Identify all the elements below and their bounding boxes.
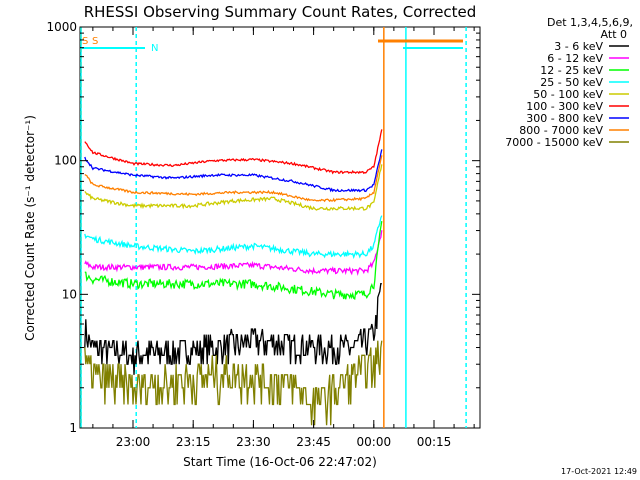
flag-label-0: S — [82, 36, 88, 47]
x-tick-label: 23:00 — [116, 435, 151, 449]
legend-label: 800 - 7000 keV — [519, 124, 603, 137]
legend-label: 50 - 100 keV — [533, 88, 603, 101]
series-50-100keV-line — [84, 164, 383, 212]
y-tick-label: 1000 — [46, 20, 77, 34]
x-tick-label: 00:15 — [417, 435, 452, 449]
flag-label-1: N — [151, 43, 158, 54]
series-800-7000keV-line — [84, 155, 383, 203]
series-100-300keV-line — [84, 129, 383, 175]
series-12-25keV-line — [84, 220, 383, 301]
legend-label: 100 - 300 keV — [526, 100, 603, 113]
plot-timestamp: 17-Oct-2021 12:49 — [561, 467, 637, 476]
legend-label: 3 - 6 keV — [554, 40, 603, 53]
series-7000-15000keV-line — [84, 340, 383, 426]
flag-label-2: S — [92, 36, 98, 47]
plot-area: SNS — [79, 26, 481, 429]
series-3-6keV-line — [84, 283, 382, 375]
x-tick-label: 23:15 — [176, 435, 211, 449]
legend-label: 300 - 800 keV — [526, 112, 603, 125]
x-tick-label: 23:45 — [296, 435, 331, 449]
legend-label: 6 - 12 keV — [547, 52, 603, 65]
legend-label: 7000 - 15000 keV — [505, 136, 603, 149]
x-axis-title: Start Time (16-Oct-06 22:47:02) — [183, 455, 377, 469]
legend-label: 25 - 50 keV — [540, 76, 603, 89]
axis-ticks: 1 10 100 1000 23:00 23:15 23:30 23:45 00:00 00:15 — [46, 20, 480, 449]
legend-label: 12 - 25 keV — [540, 64, 603, 77]
series-300-800keV-line — [84, 149, 383, 193]
y-tick-label: 1 — [69, 421, 77, 435]
y-tick-label: 100 — [54, 154, 77, 168]
x-tick-label: 23:30 — [236, 435, 271, 449]
series-25-50keV-line — [84, 215, 383, 260]
series-6-12keV-line — [84, 230, 383, 276]
legend-header-detectors: Det 1,3,4,5,6,9, — [547, 16, 633, 29]
legend-header-attenuator: Att 0 — [601, 28, 627, 41]
plot-frame — [79, 26, 481, 429]
chart-title: RHESSI Observing Summary Count Rates, Co… — [84, 3, 477, 21]
y-axis-title: Corrected Count Rate (s⁻¹ detector⁻¹) — [23, 115, 37, 341]
x-tick-label: 00:00 — [357, 435, 392, 449]
y-tick-label: 10 — [62, 287, 77, 301]
